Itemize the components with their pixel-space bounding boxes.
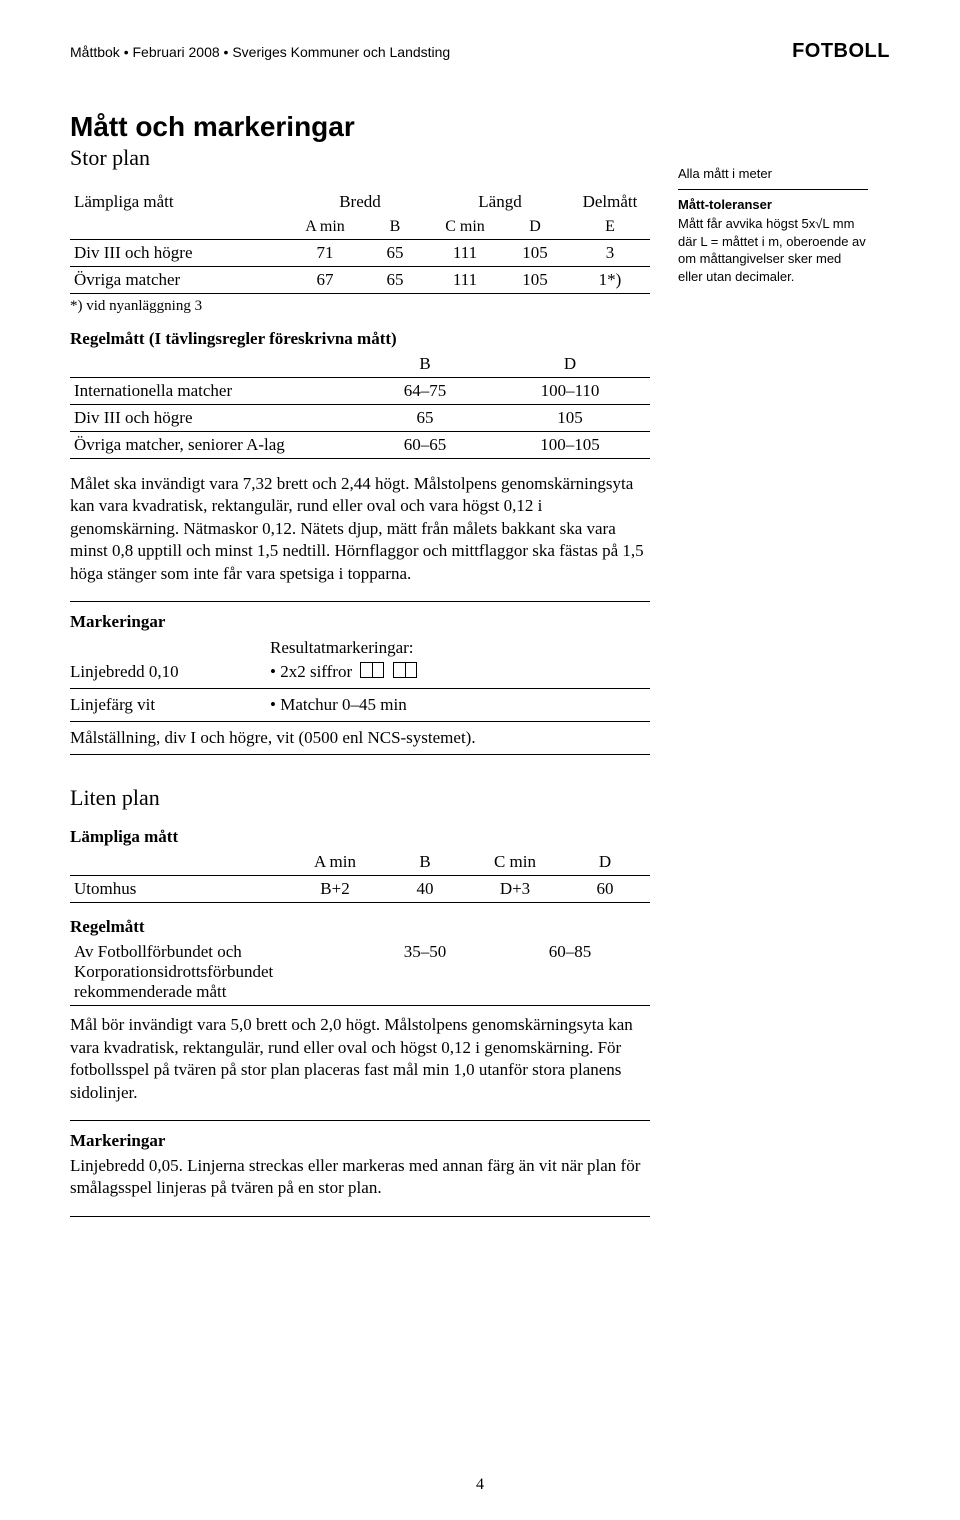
cell: 111 [430,267,500,294]
row-label: Utomhus [70,876,290,903]
row-label: Div III och högre [70,240,290,267]
lampliga-heading: Lämpliga mått [70,189,290,215]
table-row: Internationella matcher 64–75 100–110 [70,378,650,405]
cell: 60–65 [360,432,490,459]
cell: 105 [490,405,650,432]
sub-c: C min [470,849,560,876]
cell: 60–85 [490,939,650,1006]
liten-regelmatt-heading: Regelmått [70,917,650,937]
table-row: Div III och högre 71 65 111 105 3 [70,240,650,267]
cell: 1*) [570,267,650,294]
side-tol-body: Mått får avvika högst 5x√L mm där L = må… [678,215,868,285]
liten-plan-subtitle: Liten plan [70,785,650,811]
cell: 111 [430,240,500,267]
side-column: Alla mått i meter Mått-toleranser Mått f… [678,111,868,1223]
lampliga-table: Lämpliga mått Bredd Längd Delmått A min … [70,189,650,294]
siffror-text: • 2x2 siffror [270,662,352,681]
regelmatt-table: B D Internationella matcher 64–75 100–11… [70,351,650,459]
cell: B+2 [290,876,380,903]
cell: 67 [290,267,360,294]
page-number: 4 [0,1476,960,1494]
cell: 100–110 [490,378,650,405]
col-d: D [490,351,650,378]
malstallning: Målställning, div I och högre, vit (0500… [70,724,650,752]
header-right: FOTBOLL [792,40,890,63]
main-column: Mått och markeringar Stor plan Lämpliga … [70,111,650,1223]
siffror-cell: • 2x2 siffror [270,662,650,682]
digit-box-icon [393,662,417,678]
cell: 65 [360,267,430,294]
cell: 64–75 [360,378,490,405]
cell: 71 [290,240,360,267]
header-left: Måttbok • Februari 2008 • Sveriges Kommu… [70,44,450,60]
cell: 105 [500,240,570,267]
sub-e: E [570,215,650,240]
cell: 65 [360,405,490,432]
regelmatt-heading: Regelmått (I tävlingsregler föreskrivna … [70,329,650,349]
liten-markeringar-body: Linjebredd 0,05. Linjerna streckas eller… [70,1155,650,1200]
liten-lampliga-table: A min B C min D Utomhus B+2 40 D+3 60 [70,849,650,903]
cell: 3 [570,240,650,267]
cell: 35–50 [360,939,490,1006]
stor-plan-subtitle: Stor plan [70,145,650,171]
table-row: Övriga matcher 67 65 111 105 1*) [70,267,650,294]
sub-a: A min [290,849,380,876]
digit-box-icon [360,662,384,678]
content-wrap: Mått och markeringar Stor plan Lämpliga … [70,111,890,1223]
row-label: Internationella matcher [70,378,360,405]
sub-c: C min [430,215,500,240]
side-tol-heading: Mått-toleranser [678,196,868,214]
linjefarg-label: Linjefärg vit [70,695,270,715]
liten-regelmatt-table: Av Fotbollförbundet och Korporationsidro… [70,939,650,1006]
sub-a: A min [290,215,360,240]
result-label: Resultatmarkeringar: [270,638,650,658]
cell: 100–105 [490,432,650,459]
col-b: B [360,351,490,378]
table-row: Div III och högre 65 105 [70,405,650,432]
row-label: Övriga matcher [70,267,290,294]
sub-b: B [380,849,470,876]
sub-d: D [560,849,650,876]
stor-body: Målet ska invändigt vara 7,32 brett och … [70,473,650,585]
page-title: Mått och markeringar [70,111,650,143]
lampliga-footnote: *) vid nyanläggning 3 [70,298,650,315]
sub-d: D [500,215,570,240]
sub-b: B [360,215,430,240]
markeringar-heading: Markeringar [70,612,650,632]
table-row: Utomhus B+2 40 D+3 60 [70,876,650,903]
markeringar-grid: Resultatmarkeringar: Linjebredd 0,10 • 2… [70,638,650,682]
top-bar: Måttbok • Februari 2008 • Sveriges Kommu… [70,40,890,63]
liten-lampliga-heading: Lämpliga mått [70,827,650,847]
row-label: Övriga matcher, seniorer A-lag [70,432,360,459]
cell: 40 [380,876,470,903]
cell: 65 [360,240,430,267]
row-label: Div III och högre [70,405,360,432]
matchur: • Matchur 0–45 min [270,695,650,715]
row-label: Av Fotbollförbundet och Korporationsidro… [70,939,360,1006]
linjebredd-label: Linjebredd 0,10 [70,662,270,682]
cell: 60 [560,876,650,903]
liten-markeringar-heading: Markeringar [70,1131,650,1151]
liten-body: Mål bör invändigt vara 5,0 brett och 2,0… [70,1014,650,1104]
side-meter: Alla mått i meter [678,165,868,183]
cell: D+3 [470,876,560,903]
col-langd: Längd [430,189,570,215]
cell: 105 [500,267,570,294]
col-bredd: Bredd [290,189,430,215]
table-row: Av Fotbollförbundet och Korporationsidro… [70,939,650,1006]
table-row: Övriga matcher, seniorer A-lag 60–65 100… [70,432,650,459]
page: Måttbok • Februari 2008 • Sveriges Kommu… [0,0,960,1520]
col-delmatt: Delmått [570,189,650,215]
